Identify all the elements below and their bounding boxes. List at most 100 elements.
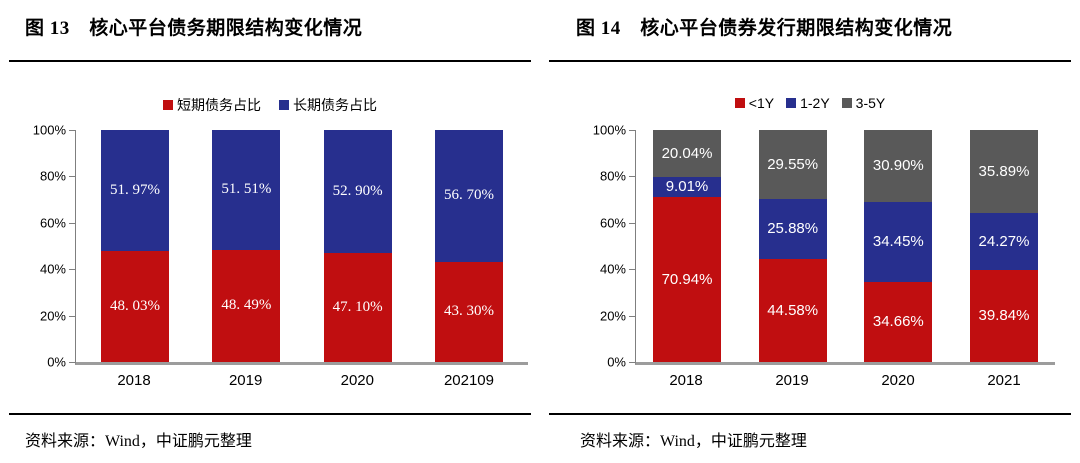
- figure-13-bars: 48. 03% 51. 97% 48. 49% 51. 51% 47. 10% 52. 9…: [76, 130, 528, 362]
- bar-value-label: 52. 90%: [332, 182, 383, 199]
- bar-value-label: 30.90%: [872, 157, 924, 175]
- bar-segment: 43. 30%: [434, 261, 503, 362]
- y-tick-mark: [69, 222, 75, 224]
- x-category-label: 2020: [340, 372, 374, 389]
- y-tick-mark: [629, 315, 635, 317]
- legend-label: 长期债务占比: [293, 97, 377, 113]
- bar-segment: 34.45%: [864, 201, 933, 282]
- y-tick-label: 80%: [39, 168, 66, 184]
- figure-13-source: 资料来源：Wind，中证鹏元整理: [25, 433, 252, 450]
- y-tick-label: 60%: [599, 215, 626, 231]
- legend-swatch-icon: [279, 100, 289, 110]
- figure-14-x-axis-labels: 2018 2019 2020 2021: [635, 372, 1055, 389]
- y-tick-mark: [69, 315, 75, 317]
- stacked-bar-2019: 44.58% 25.88% 29.55%: [758, 130, 827, 362]
- bar-segment: 51. 97%: [101, 130, 169, 251]
- y-tick-mark: [629, 176, 635, 178]
- figure-14-title: 图 14 核心平台债券发行期限结构变化情况: [576, 18, 953, 39]
- bar-segment: 24.27%: [969, 213, 1038, 270]
- bar-value-label: 48. 49%: [221, 297, 272, 314]
- legend-label: 3-5Y: [855, 95, 886, 111]
- bar-value-label: 51. 97%: [110, 181, 160, 198]
- legend-swatch-icon: [841, 98, 852, 108]
- legend-swatch-icon: [734, 98, 745, 108]
- bar-segment: 29.55%: [758, 130, 827, 199]
- bar-segment: 35.89%: [969, 130, 1038, 214]
- bar-segment: 20.04%: [653, 130, 721, 177]
- bar-segment: 34.66%: [864, 281, 933, 362]
- stacked-bar-202109: 43. 30% 56. 70%: [434, 130, 503, 362]
- y-tick-label: 60%: [39, 215, 66, 231]
- bar-value-label: 48. 03%: [110, 297, 160, 314]
- bar-value-label: 20.04%: [661, 144, 713, 162]
- bar-value-label: 44.58%: [767, 301, 819, 319]
- bar-value-label: 47. 10%: [332, 298, 383, 315]
- stacked-bar-2018: 70.94% 9.01% 20.04%: [653, 130, 721, 362]
- figure-14-plot-area: 70.94% 9.01% 20.04% 44.58% 25.88% 29.55% 34.66…: [593, 123, 1055, 370]
- y-tick-mark: [69, 176, 75, 178]
- x-category-label: 2019: [775, 372, 809, 389]
- legend-label: 短期债务占比: [177, 97, 261, 113]
- bar-segment: 70.94%: [653, 197, 721, 362]
- bar-segment: 48. 49%: [212, 249, 281, 362]
- bar-segment: 56. 70%: [434, 130, 503, 262]
- bar-segment: 51. 51%: [212, 130, 281, 250]
- title-divider: [549, 60, 1071, 62]
- figure-13-legend: 短期债务占比 长期债务占比: [0, 95, 540, 115]
- bar-value-label: 24.27%: [978, 232, 1030, 250]
- bar-segment: 47. 10%: [323, 252, 392, 362]
- bar-value-label: 29.55%: [767, 155, 819, 173]
- bar-value-label: 34.45%: [872, 233, 924, 251]
- bar-value-label: 56. 70%: [443, 187, 494, 204]
- bar-segment: 44.58%: [758, 258, 827, 362]
- bar-value-label: 35.89%: [978, 163, 1030, 181]
- legend-item: 长期债务占比: [279, 95, 377, 115]
- legend-item: 3-5Y: [841, 95, 886, 111]
- legend-label: 1-2Y: [800, 95, 830, 111]
- y-tick-label: 40%: [39, 261, 66, 277]
- bar-segment: 48. 03%: [101, 250, 169, 362]
- legend-item: 短期债务占比: [163, 95, 261, 115]
- x-category-label: 202109: [443, 372, 494, 389]
- stacked-bar-2020: 34.66% 34.45% 30.90%: [864, 129, 933, 362]
- y-tick-mark: [629, 130, 635, 131]
- bar-value-label: 43. 30%: [443, 303, 494, 320]
- bar-value-label: 9.01%: [665, 178, 709, 196]
- y-tick-label: 80%: [599, 168, 626, 184]
- y-tick-mark: [69, 362, 75, 363]
- stacked-bar-2018: 48. 03% 51. 97%: [101, 130, 169, 362]
- y-tick-label: 100%: [32, 122, 66, 138]
- x-category-label: 2019: [228, 372, 263, 389]
- y-tick-label: 40%: [599, 261, 626, 277]
- bar-segment: 52. 90%: [323, 130, 392, 253]
- y-tick-label: 20%: [39, 308, 66, 324]
- x-category-label: 2018: [117, 372, 151, 389]
- title-divider: [9, 60, 531, 62]
- figure-14-source: 资料来源：Wind，中证鹏元整理: [580, 433, 807, 450]
- stacked-bar-2020: 47. 10% 52. 90%: [323, 130, 392, 362]
- bar-segment: 9.01%: [653, 176, 721, 198]
- figure-14-bars: 70.94% 9.01% 20.04% 44.58% 25.88% 29.55% 34.66…: [636, 129, 1055, 362]
- bar-value-label: 34.66%: [872, 313, 924, 331]
- bar-segment: 39.84%: [969, 269, 1038, 362]
- bar-value-label: 39.84%: [978, 307, 1030, 325]
- y-tick-mark: [69, 269, 75, 271]
- y-tick-mark: [629, 222, 635, 224]
- y-tick-label: 0%: [47, 354, 66, 370]
- stacked-bar-2021: 39.84% 24.27% 35.89%: [969, 130, 1038, 362]
- legend-swatch-icon: [163, 100, 173, 110]
- x-category-label: 2018: [669, 372, 703, 389]
- bar-value-label: 70.94%: [661, 271, 713, 289]
- stacked-bar-2019: 48. 49% 51. 51%: [212, 130, 281, 362]
- y-tick-label: 100%: [592, 122, 626, 138]
- x-category-label: 2021: [987, 372, 1021, 389]
- x-category-label: 2020: [881, 372, 915, 389]
- figure-14: 图 14 核心平台债券发行期限结构变化情况 <1Y 1-2Y 3-5Y 70.94%…: [540, 0, 1080, 463]
- y-tick-label: 0%: [607, 354, 626, 370]
- y-tick-mark: [629, 269, 635, 271]
- bar-segment: 30.90%: [864, 129, 933, 202]
- legend-label: <1Y: [748, 95, 775, 111]
- bottom-divider: [9, 413, 531, 415]
- figure-13: 图 13 核心平台债务期限结构变化情况 短期债务占比 长期债务占比 48. 03%…: [0, 18, 540, 450]
